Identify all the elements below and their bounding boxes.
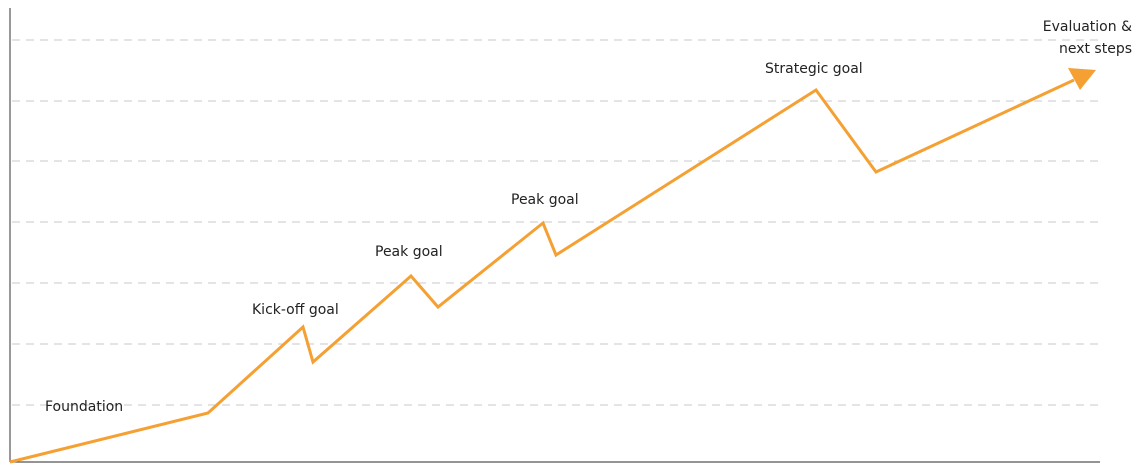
arrow-head xyxy=(1068,68,1096,90)
milestone-label: Kick-off goal xyxy=(252,302,339,318)
milestone-label: Foundation xyxy=(45,399,123,415)
milestone-label: Strategic goal xyxy=(765,61,863,77)
end-label: next steps xyxy=(1059,41,1132,57)
progress-line xyxy=(9,78,1075,464)
grid xyxy=(12,39,1098,406)
end-label: Evaluation & xyxy=(1043,19,1132,35)
milestone-label: Peak goal xyxy=(375,244,443,260)
milestone-label: Peak goal xyxy=(511,192,579,208)
